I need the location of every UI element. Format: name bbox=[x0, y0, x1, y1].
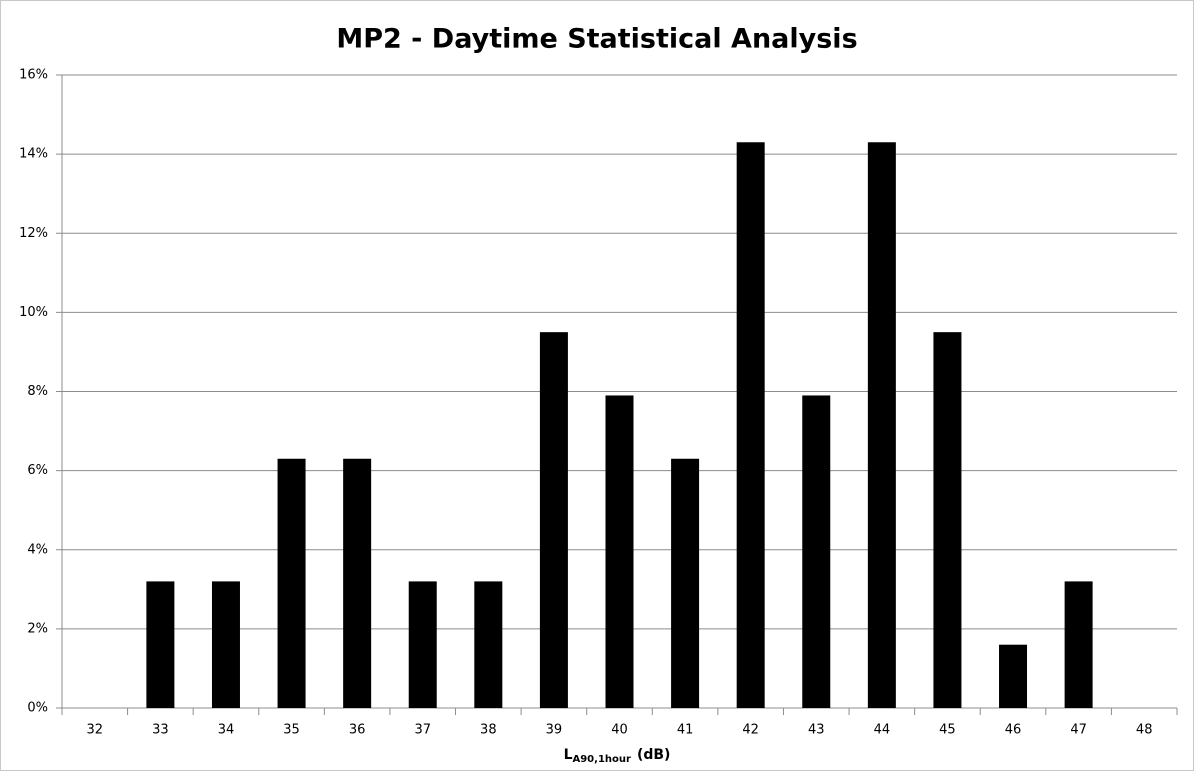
y-tick-label: 14% bbox=[19, 147, 48, 162]
bar bbox=[277, 458, 306, 708]
y-tick-label: 2% bbox=[27, 621, 48, 636]
x-tick-label: 39 bbox=[546, 723, 563, 738]
y-tick-label: 16% bbox=[19, 68, 48, 83]
y-tick-label: 8% bbox=[27, 384, 48, 399]
x-axis-label-unit: (dB) bbox=[637, 747, 671, 763]
bar bbox=[671, 458, 700, 708]
bar bbox=[802, 395, 831, 708]
bar bbox=[999, 644, 1028, 708]
x-axis-label: LA90,1hour (dB) bbox=[564, 747, 671, 765]
x-tick-label: 41 bbox=[677, 723, 694, 738]
bar bbox=[1064, 581, 1093, 708]
chart-title: MP2 - Daytime Statistical Analysis bbox=[336, 24, 857, 55]
x-tick-label: 48 bbox=[1136, 723, 1153, 738]
bar bbox=[474, 581, 503, 708]
x-axis-label-subscript: A90,1hour bbox=[572, 754, 631, 765]
x-tick-label: 44 bbox=[874, 723, 891, 738]
y-tick-label: 6% bbox=[27, 463, 48, 478]
y-tick-label: 0% bbox=[27, 701, 48, 716]
bar bbox=[211, 581, 240, 708]
x-tick-label: 42 bbox=[742, 723, 759, 738]
x-tick-label: 35 bbox=[283, 723, 300, 738]
x-tick-label: 36 bbox=[349, 723, 366, 738]
x-tick-label: 38 bbox=[480, 723, 497, 738]
x-tick-label: 33 bbox=[152, 723, 169, 738]
bar bbox=[867, 142, 896, 709]
y-tick-label: 10% bbox=[19, 305, 48, 320]
x-tick-label: 34 bbox=[218, 723, 235, 738]
y-tick-label: 4% bbox=[27, 542, 48, 557]
x-tick-label: 47 bbox=[1070, 723, 1087, 738]
x-tick-label: 46 bbox=[1005, 723, 1022, 738]
bar bbox=[343, 458, 372, 708]
x-axis-label-main: L bbox=[564, 747, 573, 763]
bar bbox=[736, 142, 765, 709]
bar bbox=[933, 332, 962, 708]
bar bbox=[408, 581, 437, 708]
x-tick-label: 45 bbox=[939, 723, 956, 738]
x-tick-label: 32 bbox=[87, 723, 104, 738]
x-tick-label: 37 bbox=[414, 723, 431, 738]
y-tick-label: 12% bbox=[19, 226, 48, 241]
bar bbox=[539, 332, 568, 708]
x-tick-label: 40 bbox=[611, 723, 628, 738]
bar bbox=[146, 581, 175, 708]
bar bbox=[605, 395, 634, 708]
x-tick-label: 43 bbox=[808, 723, 825, 738]
